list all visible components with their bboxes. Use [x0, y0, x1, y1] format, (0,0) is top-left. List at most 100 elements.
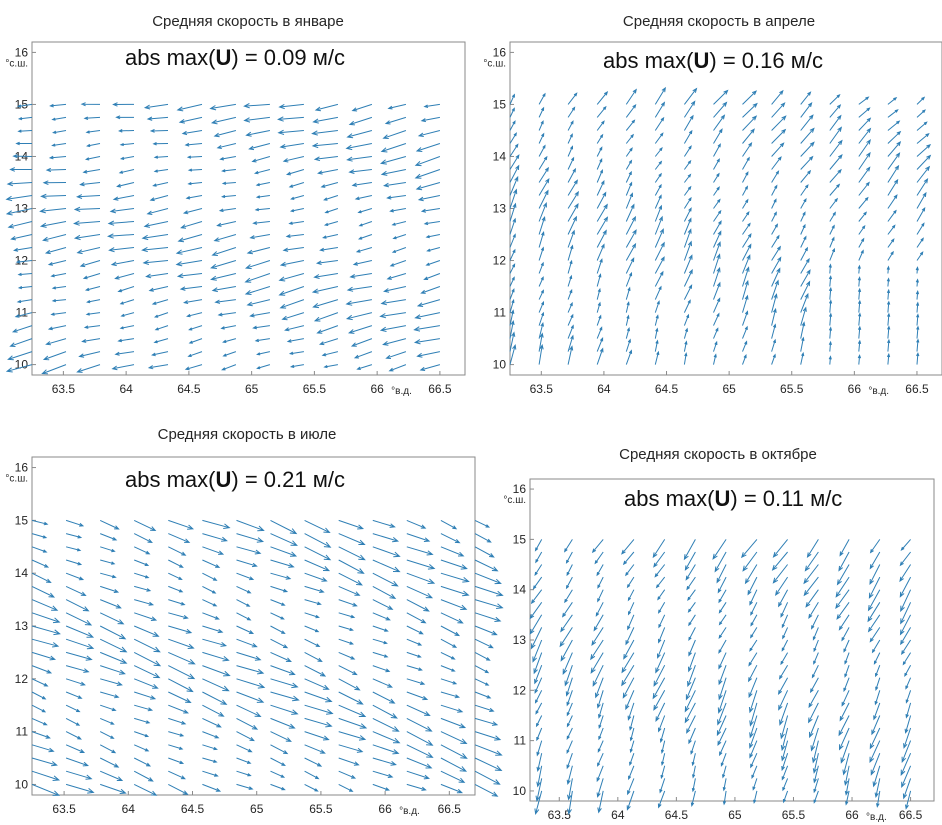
- velocity-arrow: [597, 589, 604, 603]
- velocity-arrow: [31, 599, 59, 611]
- velocity-arrow: [657, 790, 666, 809]
- velocity-arrow: [622, 551, 635, 566]
- velocity-arrow: [99, 744, 117, 754]
- x-tick-label: 64: [597, 382, 611, 396]
- velocity-arrow: [800, 127, 815, 144]
- velocity-arrow: [47, 260, 67, 266]
- velocity-arrow: [185, 195, 203, 200]
- velocity-arrow: [425, 234, 440, 239]
- velocity-arrow: [566, 564, 573, 577]
- velocity-arrow: [338, 757, 360, 766]
- velocity-arrow: [52, 130, 67, 134]
- y-tick-label: 14: [15, 566, 29, 580]
- velocity-arrow: [771, 279, 779, 300]
- velocity-arrow: [372, 638, 388, 645]
- velocity-arrow: [538, 343, 544, 365]
- velocity-arrow: [236, 638, 258, 648]
- velocity-arrow: [875, 665, 881, 678]
- velocity-arrow: [392, 234, 407, 240]
- velocity-arrow: [284, 325, 305, 332]
- velocity-arrow: [278, 103, 304, 110]
- velocity-arrow: [683, 313, 690, 326]
- velocity-arrow: [304, 572, 328, 582]
- velocity-arrow: [11, 325, 33, 333]
- velocity-arrow: [323, 364, 338, 369]
- velocity-arrow: [270, 638, 289, 649]
- velocity-arrow: [567, 156, 575, 170]
- velocity-arrow: [355, 247, 373, 253]
- velocity-arrow: [750, 602, 758, 616]
- velocity-arrow: [684, 702, 696, 724]
- velocity-arrow: [869, 539, 881, 554]
- velocity-arrow: [83, 325, 101, 329]
- velocity-arrow: [304, 599, 322, 606]
- velocity-arrow: [406, 612, 427, 624]
- velocity-arrow: [141, 234, 169, 241]
- velocity-arrow: [416, 299, 441, 307]
- velocity-arrow: [31, 704, 47, 713]
- velocity-arrow: [538, 311, 545, 326]
- velocity-arrow: [887, 152, 901, 170]
- velocity-arrow: [372, 731, 401, 744]
- velocity-arrow: [236, 533, 265, 543]
- velocity-arrow: [623, 639, 635, 660]
- velocity-arrow: [691, 753, 696, 767]
- velocity-arrow: [372, 599, 394, 610]
- velocity-arrow: [538, 132, 545, 144]
- velocity-arrow: [777, 677, 789, 696]
- velocity-arrow: [85, 312, 101, 316]
- velocity-arrow: [236, 744, 253, 753]
- velocity-arrow: [595, 602, 604, 617]
- x-tick-label: 64: [611, 808, 625, 822]
- velocity-arrow: [567, 215, 577, 235]
- velocity-arrow: [713, 114, 726, 131]
- velocity-arrow: [423, 273, 441, 280]
- velocity-arrow: [65, 783, 95, 794]
- velocity-arrow: [857, 276, 861, 287]
- velocity-arrow: [270, 559, 295, 568]
- velocity-arrow: [143, 103, 169, 110]
- panel-title: Средняя скорость в июле: [158, 426, 337, 443]
- velocity-arrow: [596, 326, 603, 339]
- velocity-arrow: [567, 324, 574, 339]
- velocity-arrow: [800, 321, 806, 339]
- x-tick-label: 64.5: [655, 382, 679, 396]
- velocity-arrow: [655, 652, 666, 674]
- velocity-arrow: [713, 340, 718, 352]
- velocity-arrow: [406, 546, 434, 556]
- velocity-arrow: [533, 652, 543, 675]
- velocity-arrow: [202, 665, 231, 677]
- velocity-arrow: [406, 691, 429, 701]
- velocity-arrow: [654, 194, 662, 209]
- velocity-arrow: [65, 546, 82, 552]
- velocity-arrow: [625, 564, 635, 577]
- velocity-arrow: [76, 364, 101, 373]
- velocity-arrow: [565, 576, 573, 590]
- velocity-arrow: [625, 314, 630, 326]
- velocity-arrow: [338, 704, 367, 717]
- velocity-arrow: [899, 576, 912, 598]
- velocity-arrow: [857, 299, 862, 313]
- velocity-arrow: [351, 182, 372, 187]
- velocity-arrow: [338, 625, 354, 631]
- velocity-arrow: [112, 195, 135, 201]
- velocity-arrow: [683, 299, 691, 313]
- velocity-arrow: [509, 175, 519, 196]
- velocity-arrow: [538, 321, 544, 339]
- velocity-arrow: [535, 702, 543, 715]
- velocity-arrow: [839, 539, 850, 557]
- velocity-arrow: [83, 116, 101, 120]
- velocity-arrow: [567, 778, 573, 801]
- velocity-arrow: [597, 740, 604, 753]
- velocity-arrow: [718, 627, 727, 640]
- x-tick-label: 63.5: [52, 802, 76, 816]
- velocity-arrow: [134, 572, 150, 579]
- velocity-arrow: [828, 286, 833, 300]
- velocity-arrow: [713, 143, 721, 157]
- velocity-arrow: [843, 639, 850, 653]
- velocity-arrow: [213, 130, 237, 138]
- y-tick-label: 11: [514, 734, 527, 748]
- velocity-arrow: [598, 727, 604, 741]
- velocity-arrow: [47, 325, 67, 331]
- velocity-arrow: [659, 778, 666, 794]
